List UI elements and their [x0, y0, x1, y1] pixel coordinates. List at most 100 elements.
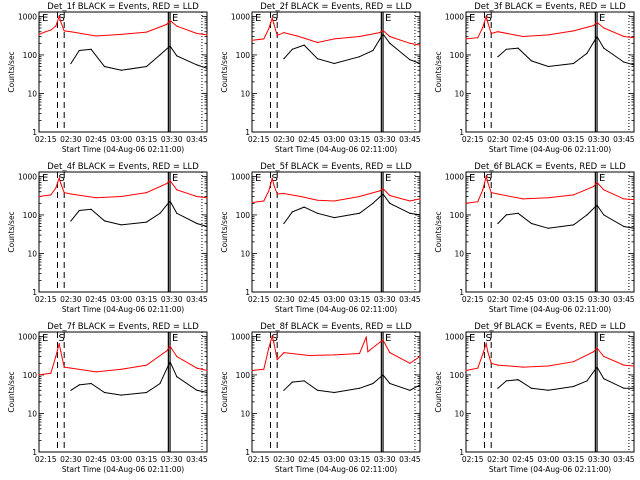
x-tick-label: 02:30 — [487, 135, 509, 144]
events-data-point — [90, 208, 92, 210]
events-data-point — [409, 212, 411, 214]
events-data-point — [196, 222, 198, 225]
plot-frame — [465, 171, 635, 293]
x-tick-label: 02:15 — [35, 295, 57, 304]
events-data-point — [382, 193, 384, 195]
lld-data-point — [482, 189, 484, 191]
lld-data-point — [50, 29, 52, 31]
panel-det-3f: Det_3f BLACK = Events, RED = LLD 1 10 100 10… — [434, 2, 635, 154]
lld-data-point — [482, 26, 484, 28]
lld-data-point — [166, 23, 168, 25]
panel-det-5f: Det_5f BLACK = Events, RED = LLD 1 10 100 10… — [220, 162, 421, 314]
x-tick-label: 02:30 — [487, 455, 509, 464]
events-data-point — [505, 48, 507, 50]
lld-series-line — [38, 14, 208, 37]
lld-data-point — [572, 194, 575, 196]
events-data-point — [389, 42, 391, 44]
y-tick-label: 1 — [32, 448, 37, 457]
lld-data-point — [419, 198, 421, 200]
events-data-point — [316, 58, 319, 60]
events-data-point — [159, 212, 161, 214]
x-tick-label: 03:15 — [349, 295, 371, 304]
lld-data-point — [358, 35, 361, 38]
lld-data-point — [485, 343, 487, 345]
lld-data-point — [409, 362, 411, 364]
events-data-point — [169, 45, 171, 47]
x-tick-label: 03:00 — [324, 455, 346, 464]
events-data-point — [547, 65, 549, 68]
x-tick-label: 03:45 — [613, 135, 635, 144]
x-tick-label: 02:15 — [35, 455, 57, 464]
events-data-point — [389, 382, 391, 385]
flag-label: E — [42, 13, 48, 24]
events-series-line — [497, 366, 634, 391]
flag-label: S — [271, 173, 277, 184]
lld-series-line — [251, 178, 421, 203]
flag-label: E — [599, 333, 605, 344]
lld-data-point — [206, 197, 208, 199]
panel-det-9f: Det_9f BLACK = Events, RED = LLD 1 10 100 10… — [434, 322, 635, 474]
x-axis-label: Start Time (04-Aug-06 02:11:00) — [62, 465, 184, 474]
lld-data-point — [382, 339, 384, 341]
flag-label: E — [385, 13, 391, 24]
events-data-point — [169, 361, 171, 363]
lld-data-point — [169, 179, 171, 182]
lld-data-point — [166, 183, 168, 185]
events-data-point — [372, 382, 374, 385]
panel-det-4f: Det_4f BLACK = Events, RED = LLD 1 10 100 10… — [7, 162, 208, 314]
lld-data-point — [60, 351, 62, 353]
lld-data-point — [382, 188, 384, 190]
events-data-point — [103, 220, 106, 222]
x-tick-label: 03:15 — [563, 295, 585, 304]
x-tick-label: 03:30 — [161, 295, 183, 304]
lld-data-point — [333, 38, 335, 40]
events-data-point — [103, 65, 106, 68]
y-tick-label: 10 — [454, 249, 464, 258]
flag-label: E — [385, 333, 391, 344]
panel-det-6f: Det_6f BLACK = Events, RED = LLD 1 10 100 10… — [434, 162, 635, 314]
flag-label: E — [599, 13, 605, 24]
y-tick-label: 1000 — [231, 12, 250, 21]
lld-data-point — [623, 198, 625, 200]
flag-label: E — [469, 333, 475, 344]
events-data-point — [623, 61, 625, 63]
flag-label: E — [255, 13, 261, 24]
events-series-line — [70, 200, 208, 227]
plot-frame — [251, 11, 421, 133]
lld-data-point — [58, 343, 60, 345]
lld-data-point — [268, 190, 270, 192]
events-data-point — [176, 376, 178, 378]
events-data-point — [603, 378, 605, 380]
lld-data-point — [522, 366, 524, 368]
lld-data-point — [593, 24, 595, 27]
lld-data-point — [365, 336, 367, 338]
events-data-point — [283, 389, 285, 391]
events-data-point — [196, 389, 198, 391]
lld-data-point — [490, 192, 492, 194]
lld-series-line — [251, 16, 421, 46]
lld-data-point — [166, 350, 168, 352]
lld-data-point — [308, 354, 310, 357]
lld-data-point — [50, 194, 52, 196]
lld-data-point — [271, 335, 273, 337]
lld-data-point — [263, 368, 265, 370]
x-tick-label: 03:45 — [186, 135, 208, 144]
lld-data-point — [465, 369, 467, 372]
plot-frame — [465, 331, 635, 453]
x-tick-label: 03:15 — [563, 455, 585, 464]
y-tick-label: 100 — [236, 51, 251, 60]
events-data-point — [120, 69, 122, 71]
lld-data-point — [145, 192, 148, 194]
flag-label: E — [599, 173, 605, 184]
lld-data-point — [55, 355, 57, 358]
events-series-line — [497, 35, 635, 68]
x-tick-label: 02:15 — [248, 295, 270, 304]
y-tick-label: 100 — [450, 51, 465, 60]
events-data-point — [419, 384, 421, 386]
y-tick-label: 100 — [23, 211, 38, 220]
x-tick-label: 02:45 — [298, 135, 320, 144]
lld-data-point — [487, 181, 489, 183]
lld-data-point — [263, 38, 265, 40]
lld-data-point — [367, 351, 369, 353]
